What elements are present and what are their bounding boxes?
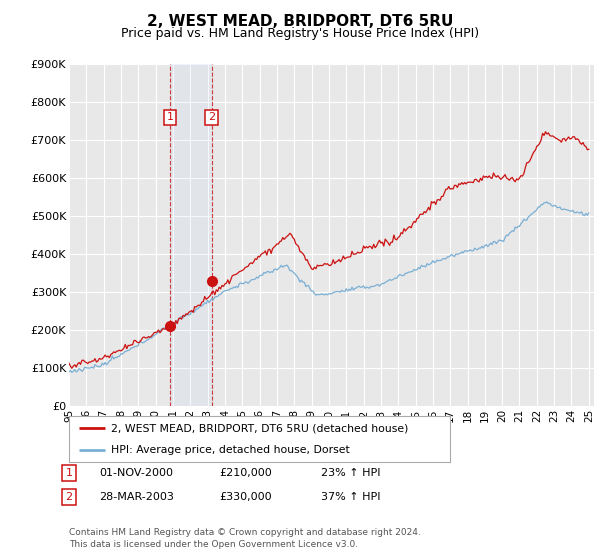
Text: 2, WEST MEAD, BRIDPORT, DT6 5RU: 2, WEST MEAD, BRIDPORT, DT6 5RU <box>147 14 453 29</box>
Text: £210,000: £210,000 <box>219 468 272 478</box>
Text: £330,000: £330,000 <box>219 492 272 502</box>
Text: 2, WEST MEAD, BRIDPORT, DT6 5RU (detached house): 2, WEST MEAD, BRIDPORT, DT6 5RU (detache… <box>111 423 408 433</box>
Text: 01-NOV-2000: 01-NOV-2000 <box>99 468 173 478</box>
Text: 1: 1 <box>65 468 73 478</box>
Text: 1: 1 <box>167 113 173 122</box>
Text: Price paid vs. HM Land Registry's House Price Index (HPI): Price paid vs. HM Land Registry's House … <box>121 27 479 40</box>
Text: 37% ↑ HPI: 37% ↑ HPI <box>321 492 380 502</box>
Text: 2: 2 <box>65 492 73 502</box>
Text: 23% ↑ HPI: 23% ↑ HPI <box>321 468 380 478</box>
Bar <box>170 64 212 406</box>
Text: 2: 2 <box>208 113 215 122</box>
Text: 28-MAR-2003: 28-MAR-2003 <box>99 492 174 502</box>
Text: HPI: Average price, detached house, Dorset: HPI: Average price, detached house, Dors… <box>111 445 350 455</box>
Text: Contains HM Land Registry data © Crown copyright and database right 2024.
This d: Contains HM Land Registry data © Crown c… <box>69 528 421 549</box>
